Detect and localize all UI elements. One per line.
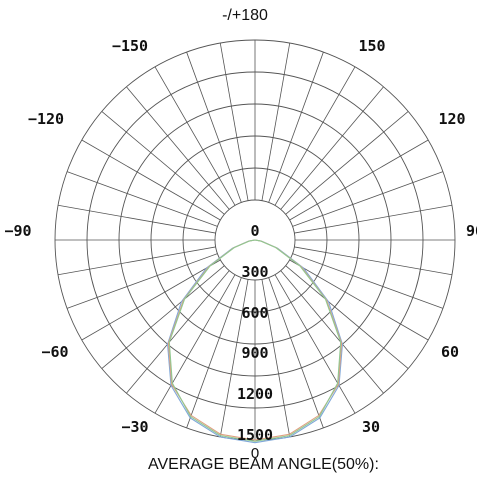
- radial-tick-label-1200: 1200: [237, 385, 273, 403]
- grid-spoke-250: [66, 171, 218, 227]
- beam-angle-caption: AVERAGE BEAM ANGLE(50%):: [148, 456, 379, 473]
- grid-spoke-170: [261, 42, 291, 201]
- grid-spoke-220: [126, 86, 230, 210]
- angle-label-neg150: −150: [112, 37, 148, 55]
- angle-label-180: -/+180: [222, 7, 268, 24]
- angle-label-neg90: −90: [4, 222, 31, 240]
- grid-spoke-340: [186, 277, 242, 429]
- grid-spoke-100: [294, 204, 453, 234]
- grid-spoke-290: [66, 253, 218, 309]
- grid-spoke-230: [101, 111, 225, 215]
- intensity-curves: [167, 239, 343, 444]
- grid-spoke-210: [154, 66, 236, 206]
- radial-tick-label-1500: 1500: [237, 426, 273, 444]
- angle-label-60: 60: [441, 343, 459, 361]
- radial-tick-label-300: 300: [241, 263, 268, 281]
- grid-spoke-130: [285, 111, 409, 215]
- angle-label-30: 30: [362, 418, 380, 436]
- grid-spoke-60: [289, 259, 429, 341]
- grid-spoke-160: [268, 51, 324, 203]
- grid-spoke-280: [57, 246, 216, 276]
- angle-label-120: 120: [438, 110, 465, 128]
- grid-spoke-40: [280, 270, 384, 394]
- grid-spoke-350: [219, 279, 249, 438]
- grid-spoke-120: [289, 139, 429, 221]
- polar-grid: [54, 39, 456, 441]
- angle-label-neg60: −60: [41, 343, 68, 361]
- radial-tick-label-600: 600: [241, 304, 268, 322]
- grid-spoke-30: [274, 274, 356, 414]
- grid-spoke-70: [292, 253, 444, 309]
- grid-spoke-320: [126, 270, 230, 394]
- grid-spoke-260: [57, 204, 216, 234]
- grid-spoke-150: [274, 66, 356, 206]
- grid-spoke-80: [294, 246, 453, 276]
- grid-spoke-300: [81, 259, 221, 341]
- grid-spoke-10: [261, 279, 291, 438]
- grid-spoke-200: [186, 51, 242, 203]
- angle-label-neg30: −30: [121, 418, 148, 436]
- grid-spoke-110: [292, 171, 444, 227]
- angle-label-150: 150: [358, 37, 385, 55]
- angle-label-neg120: −120: [28, 110, 64, 128]
- angle-label-90: 90: [466, 222, 477, 240]
- grid-spoke-190: [219, 42, 249, 201]
- grid-spoke-310: [101, 265, 225, 369]
- grid-spoke-240: [81, 139, 221, 221]
- grid-spoke-330: [154, 274, 236, 414]
- angle-label-0: 0: [251, 445, 259, 462]
- grid-spoke-140: [280, 86, 384, 210]
- grid-spoke-20: [268, 277, 324, 429]
- axis-labels: 030060090012001500-/+180150−150120−12090…: [4, 7, 477, 462]
- grid-spoke-50: [285, 265, 409, 369]
- radial-tick-label-0: 0: [250, 222, 259, 240]
- radial-tick-label-900: 900: [241, 344, 268, 362]
